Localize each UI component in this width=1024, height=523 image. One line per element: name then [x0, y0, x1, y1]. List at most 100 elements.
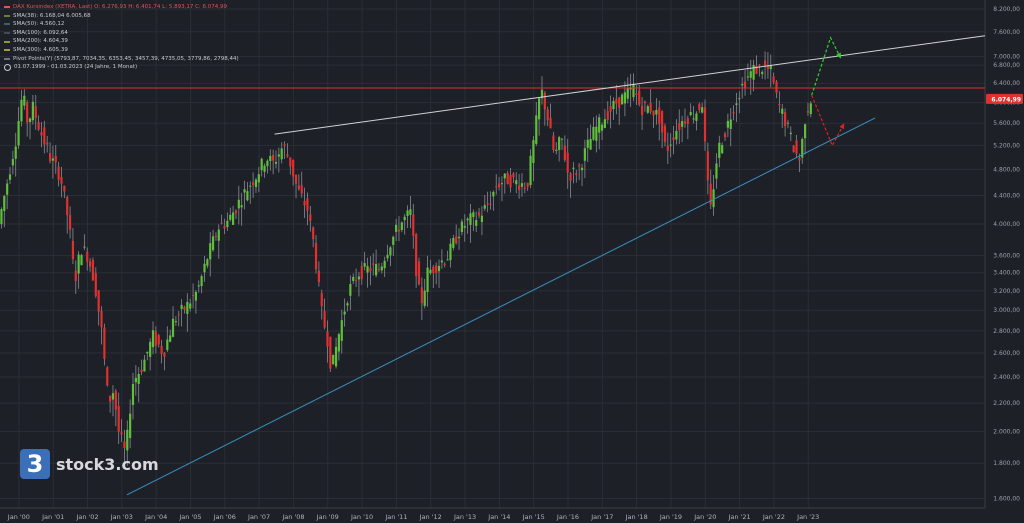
candle-body: [269, 155, 272, 162]
x-tick-label: Jan '09: [316, 513, 339, 521]
candle-body: [260, 158, 263, 171]
candle-body: [340, 320, 343, 341]
candle-body: [257, 174, 260, 183]
candle-body: [203, 263, 206, 273]
bullish-projection-arrow: [811, 36, 842, 96]
candle-body: [346, 303, 349, 306]
candle-body: [549, 117, 552, 129]
candle-body: [334, 346, 338, 367]
candle-body: [71, 240, 75, 260]
candle-body: [758, 64, 761, 66]
candle-body: [432, 266, 435, 274]
candle-body: [792, 145, 795, 153]
candle-body: [735, 103, 738, 105]
candle-body: [692, 118, 695, 120]
candle-body: [632, 84, 635, 98]
indicator-swatch: [4, 32, 10, 35]
bearish-projection-arrow-arrowhead: [839, 123, 845, 130]
candle-body: [466, 218, 469, 221]
candle-body: [492, 191, 495, 197]
y-tick-label: 6.800,00: [993, 62, 1020, 69]
candle-body: [88, 261, 92, 267]
legend-indicator-5[interactable]: SMA(300): 4.605,39: [4, 46, 239, 55]
candle-body: [0, 209, 3, 225]
legend-indicator-3[interactable]: SMA(100): 6.092,64: [4, 29, 239, 38]
candle-body: [520, 183, 524, 187]
candle-body: [560, 138, 564, 140]
candle-body: [806, 110, 810, 113]
legend-indicator-2[interactable]: SMA(50): 4.560,12: [4, 20, 239, 29]
brand-name: stock3.com: [56, 454, 159, 474]
y-tick-label: 7.000,00: [993, 53, 1020, 60]
candle-body: [243, 189, 246, 193]
candle-body: [543, 92, 546, 110]
candle-body: [360, 266, 363, 280]
candle-body: [783, 112, 787, 126]
legend-indicator-4[interactable]: SMA(200): 4.604,39: [4, 37, 239, 46]
candle-body: [415, 234, 418, 277]
candle-body: [171, 318, 175, 337]
candle-body: [695, 113, 698, 121]
candle-body: [97, 290, 100, 312]
candle-body: [558, 137, 561, 150]
candle-body: [500, 183, 504, 185]
candle-body: [746, 76, 750, 78]
y-tick-label: 3.000,00: [993, 307, 1020, 314]
series-swatch: [4, 6, 10, 9]
indicator-swatch: [4, 23, 10, 26]
y-tick-label: 6.400,00: [993, 80, 1020, 87]
candle-body: [294, 174, 298, 184]
candle-body: [440, 260, 443, 263]
candle-body: [197, 285, 200, 287]
last-price-tag: [986, 93, 1023, 104]
candle-body: [14, 146, 17, 159]
candle-body: [469, 213, 472, 225]
bullish-projection-arrow-arrowhead: [836, 52, 841, 59]
candle-body: [552, 135, 555, 151]
candle-body: [640, 105, 644, 116]
candle-body: [689, 111, 692, 116]
candle-body: [569, 173, 572, 181]
candle-body: [715, 163, 718, 179]
candle-body: [743, 81, 747, 89]
candle-body: [140, 369, 143, 373]
candle-body: [343, 311, 346, 315]
candle-body: [763, 60, 767, 66]
candle-body: [380, 266, 383, 271]
candle-body: [143, 359, 146, 372]
candle-body: [749, 71, 752, 78]
candle-body: [369, 268, 372, 272]
candle-body: [326, 331, 329, 347]
candle-body: [3, 196, 6, 211]
y-tick-label: 4.400,00: [993, 192, 1020, 199]
candle-body: [723, 133, 727, 138]
candle-body: [66, 196, 69, 216]
candle-body: [309, 214, 312, 221]
candle-body: [675, 130, 678, 140]
candle-body: [658, 107, 661, 124]
candle-body: [666, 145, 669, 151]
candle-body: [652, 110, 655, 116]
candle-body: [332, 354, 335, 365]
candle-body: [286, 154, 289, 157]
candle-body: [157, 335, 160, 345]
candle-body: [775, 81, 778, 93]
candle-body: [761, 71, 764, 75]
candle-body: [94, 273, 97, 297]
candle-body: [200, 276, 203, 287]
legend-indicator-1[interactable]: SMA(38): 6.168,04 6.005,68: [4, 12, 239, 21]
candle-body: [712, 189, 715, 208]
chart-legend: DAX Kursindex (XETRA, Last) O: 6.276,93 …: [4, 3, 239, 72]
y-tick-label: 4.000,00: [993, 221, 1020, 228]
candle-body: [486, 203, 489, 205]
date-range-label: 01.07.1999 - 01.03.2023 (24 Jahre, 1 Mon…: [14, 64, 138, 71]
legend-indicator-6[interactable]: Pivot Points(Y) (5793,87, 7034,35, 6353,…: [4, 55, 239, 64]
candle-body: [752, 65, 755, 80]
candle-body: [623, 92, 627, 104]
candle-body: [535, 115, 538, 144]
bearish-projection-arrow: [811, 94, 845, 147]
candle-body: [314, 242, 318, 270]
indicator-label: SMA(200): 4.604,39: [13, 38, 68, 45]
